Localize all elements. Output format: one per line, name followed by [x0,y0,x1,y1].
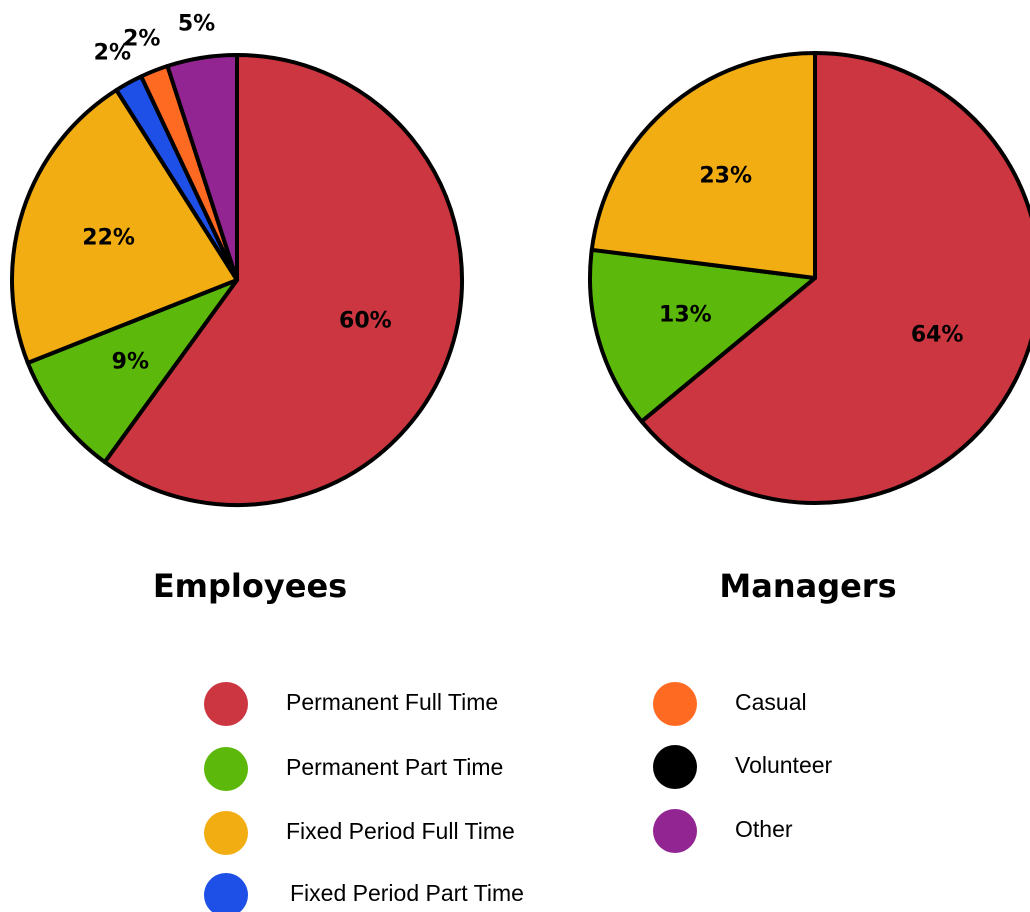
value-label: 2% [94,40,131,65]
legend-marker [653,809,697,853]
pie-slice: Fixed Period Full Time [10,88,239,365]
value-label: 5% [178,11,215,36]
chart-title: Employees [153,567,347,605]
legend-marker [653,682,697,726]
value-label: 64% [911,322,964,347]
legend-label: Other [735,816,793,842]
legend-label: Casual [735,689,807,715]
pie-slice: Permanent Full Time [102,53,464,507]
legend-marker [204,811,248,855]
pie-slice: Permanent Full Time [639,51,1030,505]
pie-slice: Fixed Period Full Time [589,51,817,280]
legend-label: Permanent Full Time [286,689,498,715]
value-label: 60% [339,309,392,334]
legend-marker [204,682,248,726]
value-label: 9% [112,350,149,375]
legend-label: Fixed Period Full Time [286,818,515,844]
legend-marker [653,745,697,789]
pie-slice: Permanent Part Time [588,247,817,424]
legend-marker [204,747,248,791]
value-label: 2% [123,26,160,51]
legend-label: Volunteer [735,752,833,778]
legend-label: Permanent Part Time [286,754,503,780]
value-label: 23% [699,164,752,189]
chart-title: Managers [719,567,896,605]
pie-slice: Other [165,53,239,282]
value-label: 22% [82,225,135,250]
value-label: 13% [659,303,712,328]
pie-slice: Permanent Part Time [25,278,239,465]
legend-label: Fixed Period Part Time [290,880,524,906]
legend-marker [204,873,248,912]
